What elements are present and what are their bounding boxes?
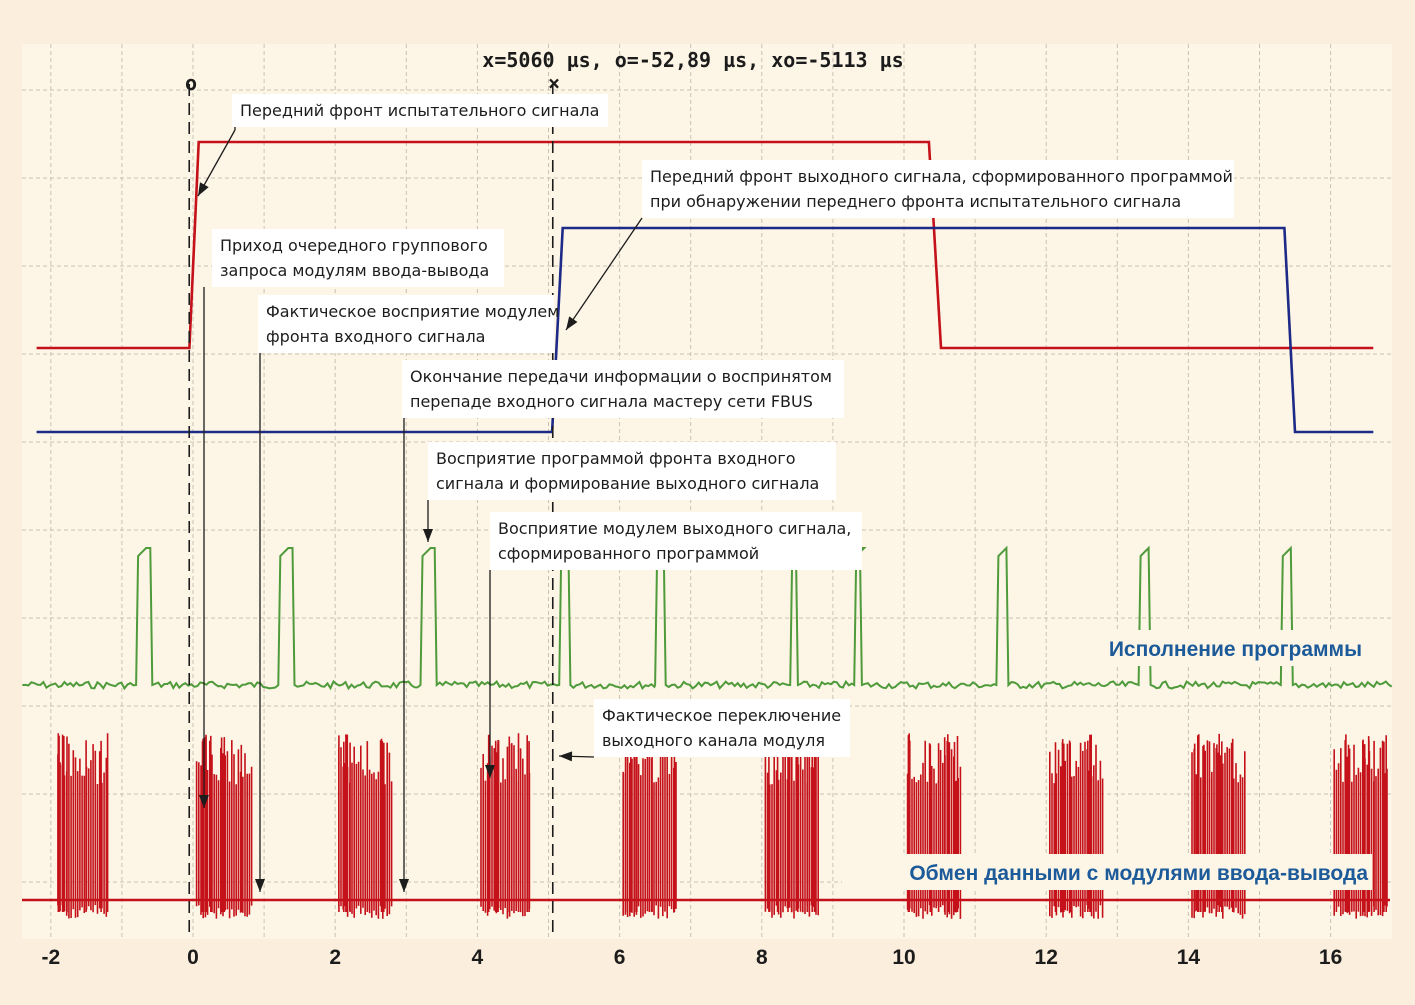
annotation: Фактическое переключение выходного канала… bbox=[558, 699, 850, 762]
annotation-leader bbox=[565, 217, 643, 331]
annotation-text: Фактическое восприятие модулем bbox=[266, 302, 559, 321]
annotation-arrowhead bbox=[423, 529, 433, 542]
trace-output bbox=[36, 226, 1374, 434]
annotation-text: фронта входного сигнала bbox=[266, 327, 485, 346]
annotation-text: выходного канала модуля bbox=[602, 731, 825, 750]
series-label-program: Исполнение программы bbox=[1109, 638, 1362, 661]
annotation: Передний фронт выходного сигнала, сформи… bbox=[565, 160, 1234, 331]
annotation: Передний фронт испытательного сигнала bbox=[197, 94, 608, 197]
x-tick-label: 2 bbox=[329, 946, 341, 969]
annotation-text: при обнаружении переднего фронта испытат… bbox=[650, 192, 1181, 211]
x-tick-label: 16 bbox=[1319, 946, 1342, 969]
cursor-x-label: × bbox=[548, 71, 560, 95]
series-label-exchange: Обмен данными с модулями ввода-вывода bbox=[909, 862, 1368, 885]
annotation-box bbox=[402, 360, 844, 418]
annotation-box bbox=[212, 229, 504, 287]
x-tick-label: 4 bbox=[472, 946, 484, 969]
series-labels: Исполнение программы Обмен данными с моду… bbox=[842, 630, 1372, 890]
annotation-arrowhead bbox=[198, 182, 209, 196]
annotation-arrowhead bbox=[399, 879, 409, 892]
annotation-arrowhead bbox=[485, 765, 495, 778]
exchange-burst bbox=[338, 734, 393, 919]
traces bbox=[22, 140, 1393, 919]
x-tick-label: 12 bbox=[1035, 946, 1058, 969]
annotation: Окончание передачи информации о восприня… bbox=[399, 360, 844, 892]
annotation: Приход очередного группового запроса моду… bbox=[199, 229, 504, 808]
annotation-text: Передний фронт выходного сигнала, сформи… bbox=[650, 167, 1233, 186]
annotation-box bbox=[258, 295, 554, 353]
annotation-box bbox=[490, 512, 862, 570]
trace-test bbox=[36, 140, 1374, 350]
x-tick-label: 10 bbox=[892, 946, 915, 969]
x-tick-label: 14 bbox=[1177, 946, 1201, 969]
annotation-text: Восприятие программой фронта входного bbox=[436, 449, 796, 468]
exchange-burst bbox=[1333, 734, 1388, 919]
exchange-burst bbox=[1191, 733, 1246, 919]
x-tick-label: 0 bbox=[187, 946, 199, 969]
annotation-arrowhead bbox=[255, 879, 265, 892]
annotation-text: запроса модулям ввода-вывода bbox=[220, 261, 489, 280]
series-label-bg bbox=[842, 854, 1372, 890]
annotation-box bbox=[594, 699, 850, 757]
annotation: Фактическое восприятие модулем фронта вхо… bbox=[255, 295, 559, 892]
annotations: Передний фронт испытательного сигнала Пер… bbox=[197, 94, 1234, 892]
cursor-readout: x=5060 µs, o=-52,89 µs, xo=-5113 µs bbox=[482, 48, 903, 72]
exchange-burst bbox=[480, 733, 531, 919]
x-axis-ticks: -2 0 2 4 6 8 10 12 14 16 bbox=[41, 946, 1342, 969]
annotation: Восприятие программой фронта входного сиг… bbox=[423, 442, 836, 542]
annotation-arrowhead bbox=[559, 751, 573, 762]
annotation: Восприятие модулем выходного сигнала, сфо… bbox=[485, 512, 862, 778]
annotation-text: сигнала и формирование выходного сигнала bbox=[436, 474, 819, 493]
annotation-text: Приход очередного группового bbox=[220, 236, 488, 255]
exchange-burst bbox=[906, 733, 962, 919]
x-tick-label: 8 bbox=[756, 946, 768, 969]
annotation-text: Передний фронт испытательного сигнала bbox=[240, 101, 599, 120]
annotation-text: Восприятие модулем выходного сигнала, bbox=[498, 519, 851, 538]
x-tick-label: -2 bbox=[41, 946, 60, 969]
annotation-text: Окончание передачи информации о восприня… bbox=[410, 367, 832, 386]
exchange-burst bbox=[622, 733, 677, 919]
annotation-box bbox=[642, 160, 1234, 218]
annotation-text: Фактическое переключение bbox=[602, 706, 841, 725]
exchange-burst bbox=[195, 734, 253, 919]
cursors bbox=[188, 84, 554, 939]
annotation-text: перепаде входного сигнала мастеру сети F… bbox=[410, 392, 813, 411]
annotation-box bbox=[232, 94, 608, 127]
exchange-burst bbox=[1049, 734, 1104, 919]
exchange-burst bbox=[57, 733, 109, 919]
annotation-arrowhead bbox=[566, 316, 578, 330]
trace-program bbox=[22, 545, 1393, 691]
annotation-arrowhead bbox=[199, 795, 209, 808]
x-tick-label: 6 bbox=[614, 946, 626, 969]
cursor-o-label: o bbox=[185, 71, 197, 95]
annotation-text: сформированного программой bbox=[498, 544, 759, 563]
exchange-burst bbox=[764, 734, 819, 919]
annotation-box bbox=[428, 442, 836, 500]
series-label-bg bbox=[1066, 630, 1366, 666]
